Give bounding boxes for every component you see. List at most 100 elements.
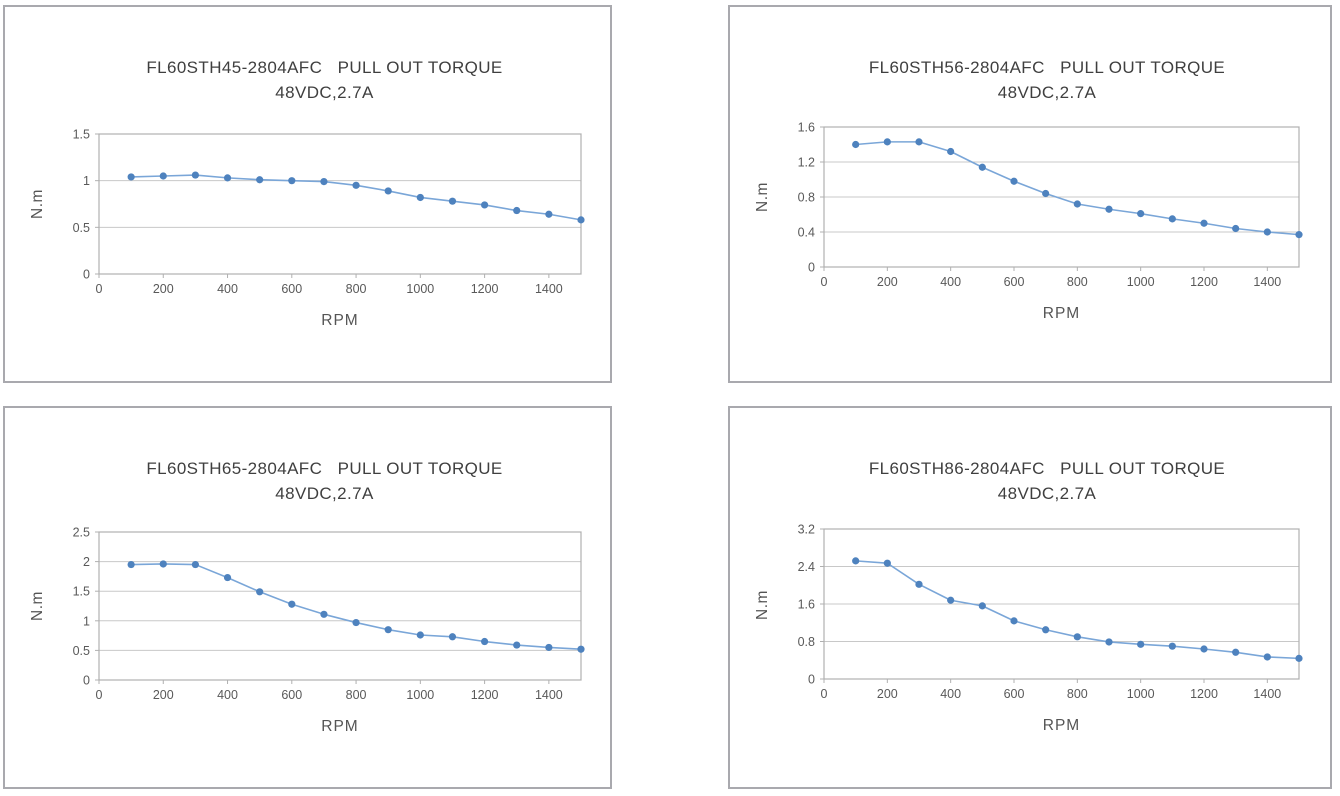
data-point (1105, 205, 1113, 213)
x-tick-label: 0 (821, 687, 828, 701)
x-tick-label: 400 (217, 688, 238, 702)
data-point (1295, 654, 1303, 662)
data-point (1232, 224, 1240, 233)
y-tick-label: 0 (808, 673, 815, 687)
data-point (1137, 640, 1145, 648)
y-tick-label: 0.4 (798, 226, 815, 240)
chart-title: FL60STH45-2804AFC PULL OUT TORQUE (146, 58, 503, 77)
x-tick-label: 0 (821, 275, 828, 289)
x-axis-title: RPM (1042, 305, 1081, 322)
x-tick-label: 400 (940, 687, 961, 701)
torque-curve (855, 141, 1300, 236)
y-tick-label: 0.8 (798, 635, 815, 649)
chart-subtitle: 48VDC,2.7A (997, 484, 1097, 503)
y-tick-label: 2 (83, 555, 90, 569)
data-point (852, 557, 860, 565)
data-point (1137, 210, 1145, 218)
x-tick-label: 1400 (535, 282, 563, 296)
data-point (545, 210, 553, 218)
plot-area: 0 200 400 600 800 1000 1200 1400 0 0.8 1.6 2.4 3.2 (730, 408, 1330, 792)
data-point (320, 178, 328, 186)
data-point (1168, 642, 1176, 650)
x-tick-label: 600 (1004, 275, 1025, 289)
y-tick-label: 0.5 (73, 221, 90, 235)
chart-subtitle: 48VDC,2.7A (275, 83, 374, 102)
data-point (352, 181, 360, 189)
chart-title: FL60STH65-2804AFC PULL OUT TORQUE (146, 459, 503, 478)
data-point (852, 140, 860, 149)
data-point (947, 147, 955, 156)
x-tick-label: 1200 (1190, 687, 1218, 701)
data-point (1042, 626, 1050, 634)
x-tick-label: 800 (346, 282, 367, 296)
y-tick-label: 1.6 (798, 121, 815, 135)
chart-title: FL60STH56-2804AFC PULL OUT TORQUE (868, 58, 1226, 77)
data-point (947, 596, 955, 604)
data-point (978, 163, 986, 171)
data-point (159, 560, 167, 568)
x-tick-label: 200 (153, 282, 174, 296)
x-tick-label: 200 (877, 687, 898, 701)
x-tick-label: 200 (877, 275, 898, 289)
x-tick-label: 1400 (1253, 687, 1281, 701)
plot-border (98, 133, 582, 275)
data-point (915, 138, 923, 146)
data-point (1105, 638, 1113, 646)
x-tick-label: 1200 (471, 688, 499, 702)
chart-subtitle: 48VDC,2.7A (997, 83, 1097, 102)
data-point (256, 588, 264, 596)
y-tick-label: 2.5 (73, 526, 90, 540)
x-tick-label: 1400 (1253, 275, 1281, 289)
data-point (481, 637, 489, 646)
y-tick-label: 1.2 (798, 156, 815, 170)
data-point (1232, 648, 1240, 656)
data-point (481, 201, 489, 209)
x-tick-label: 1000 (406, 282, 434, 296)
data-point (978, 602, 986, 610)
x-tick-label: 600 (281, 688, 302, 702)
x-tick-label: 0 (96, 688, 103, 702)
chart-panel-fl60sth65: FL60STH65-2804AFC PULL OUT TORQUE 48VDC,… (3, 406, 612, 789)
data-point (1010, 617, 1018, 625)
data-point (1295, 231, 1303, 239)
chart-panel-fl60sth86: FL60STH86-2804AFC PULL OUT TORQUE 48VDC,… (728, 406, 1332, 789)
data-point (1042, 189, 1050, 198)
data-point (883, 559, 891, 567)
chart-title: FL60STH86-2804AFC PULL OUT TORQUE (868, 459, 1226, 478)
x-axis-title: RPM (321, 312, 359, 329)
torque-curve (131, 563, 582, 651)
data-point (352, 618, 360, 627)
data-point (1168, 215, 1176, 223)
y-tick-label: 1 (83, 614, 90, 628)
chart-canvas: 0 200 400 600 800 1000 1200 1400 0 0.4 0.8 1.2 1.6 (798, 121, 1303, 289)
x-tick-label: 1200 (1190, 275, 1218, 289)
data-point (577, 216, 585, 224)
chart-canvas: 0 200 400 600 800 1000 1200 1400 0 0.5 1 1.5 (73, 128, 585, 296)
data-point (1073, 200, 1081, 208)
data-point (513, 641, 521, 649)
x-tick-label: 1000 (1127, 687, 1155, 701)
data-point (1073, 633, 1081, 641)
x-tick-label: 1400 (535, 688, 563, 702)
data-point (256, 176, 264, 184)
y-tick-label: 0 (83, 268, 90, 282)
data-point (883, 138, 891, 146)
x-axis-title: RPM (1042, 717, 1081, 734)
y-tick-label: 0 (808, 261, 815, 275)
torque-curve (855, 560, 1300, 660)
data-point (513, 206, 521, 215)
data-point (448, 633, 457, 641)
plot-area: 0 200 400 600 800 1000 1200 1400 0 0.4 0.8 1.2 1.6 (730, 7, 1330, 386)
data-point (577, 645, 585, 653)
y-tick-label: 0.8 (798, 191, 815, 205)
x-tick-label: 600 (1004, 687, 1025, 701)
data-point (191, 560, 199, 569)
y-tick-label: 2.4 (798, 560, 815, 574)
data-point (416, 193, 424, 202)
data-point (320, 610, 328, 618)
x-tick-label: 1000 (1127, 275, 1155, 289)
chart-canvas: 0 200 400 600 800 1000 1200 1400 0 0.5 1 1.5 2 2.5 (73, 526, 585, 702)
x-tick-label: 800 (1067, 687, 1088, 701)
y-tick-label: 0 (83, 674, 90, 688)
data-point (448, 197, 457, 205)
